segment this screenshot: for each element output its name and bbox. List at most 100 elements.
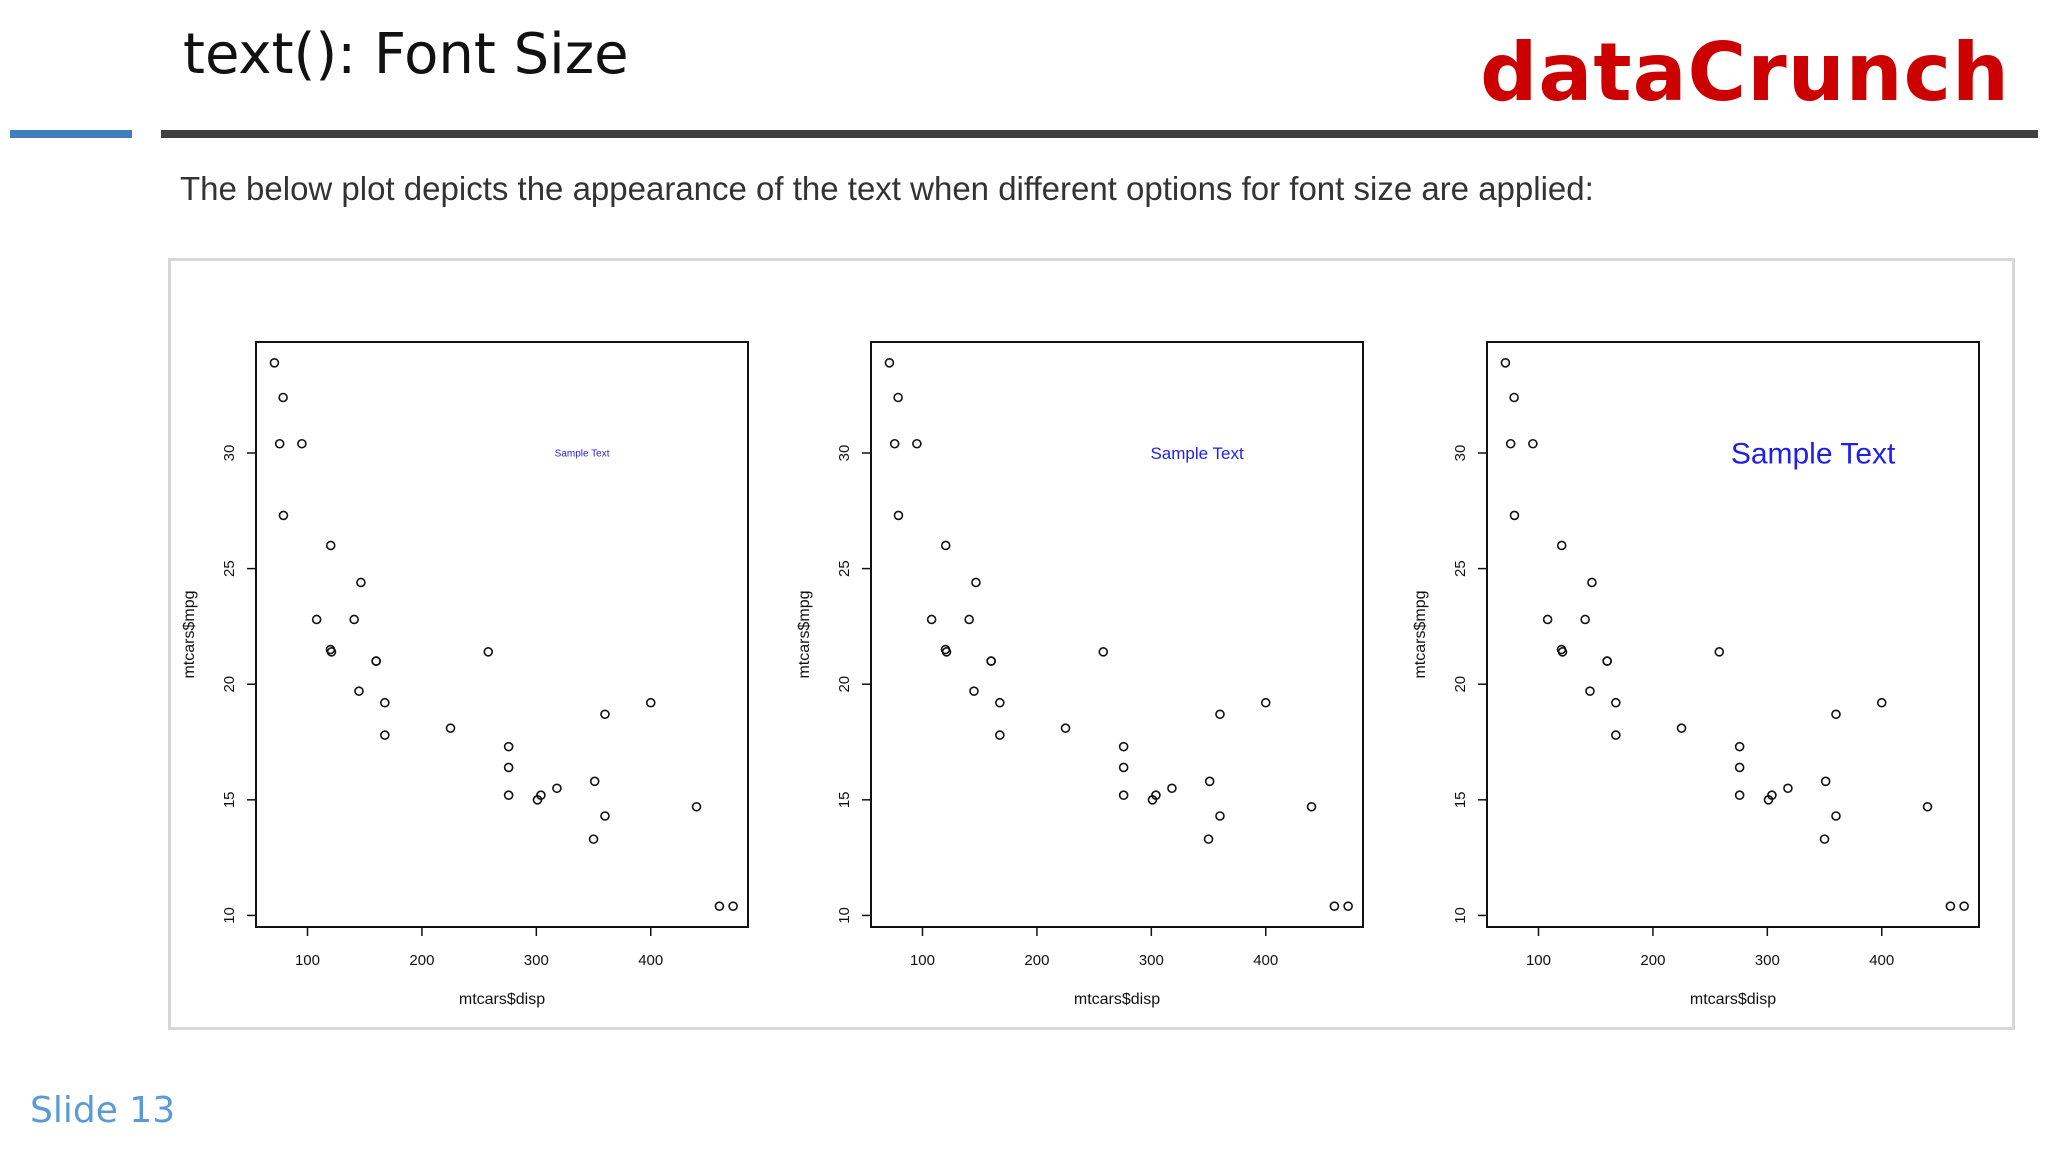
data-point xyxy=(1060,723,1071,733)
sample-text-annotation: Sample Text xyxy=(555,448,610,459)
data-point xyxy=(600,811,610,821)
data-point xyxy=(297,438,307,449)
data-point xyxy=(1500,358,1511,368)
y-tick-label: 15 xyxy=(221,791,238,808)
x-tick-label: 100 xyxy=(295,952,320,969)
data-point xyxy=(728,901,738,911)
data-point xyxy=(1203,834,1214,844)
data-point xyxy=(1306,801,1317,812)
x-axis-title: mtcars$disp xyxy=(459,991,545,1008)
data-point xyxy=(532,795,543,805)
data-point xyxy=(1611,730,1621,740)
data-point xyxy=(588,834,599,844)
x-tick-label: 300 xyxy=(1755,952,1780,969)
data-point xyxy=(1528,438,1538,449)
x-tick-label: 200 xyxy=(1024,952,1049,969)
y-axis-title: mtcars$mpg xyxy=(181,590,198,678)
data-point xyxy=(1260,697,1271,708)
data-point xyxy=(1204,776,1215,787)
data-point xyxy=(1556,540,1567,551)
x-axis-title: mtcars$disp xyxy=(1690,991,1776,1008)
data-point xyxy=(325,540,336,551)
data-point xyxy=(1876,697,1887,708)
data-point xyxy=(986,656,996,666)
data-point xyxy=(371,656,381,666)
data-point xyxy=(1147,795,1158,805)
y-tick-label: 20 xyxy=(221,676,238,693)
x-tick-label: 400 xyxy=(1869,952,1894,969)
data-point xyxy=(1783,783,1793,794)
data-point xyxy=(269,358,280,368)
data-point xyxy=(1585,686,1595,696)
data-point xyxy=(1611,697,1621,708)
data-point xyxy=(971,577,981,588)
sample-text-annotation: Sample Text xyxy=(1150,444,1244,463)
data-point xyxy=(356,577,366,588)
data-point xyxy=(1509,510,1520,521)
y-tick-label: 20 xyxy=(1452,676,1469,693)
slide-title: text(): Font Size xyxy=(183,22,629,87)
data-point xyxy=(1118,762,1129,773)
scatter-plots: 100 200 300 400 10 15 20 25 30 mtcars$disp mtcars$… xyxy=(181,341,1980,1008)
brand-logo: dataCrunch xyxy=(1480,26,2010,119)
y-tick-label: 20 xyxy=(836,676,853,693)
data-point xyxy=(1587,577,1597,588)
data-point xyxy=(893,510,904,521)
data-point xyxy=(1734,762,1745,773)
data-point xyxy=(349,614,359,625)
data-point xyxy=(600,709,610,720)
title-divider xyxy=(161,130,2038,138)
scatter-plot-2: 100 200 300 400 10 15 20 25 30 mtcars$disp mtcars$… xyxy=(796,341,1364,1008)
data-point xyxy=(941,647,952,657)
x-tick-label: 200 xyxy=(409,952,434,969)
y-tick-label: 30 xyxy=(836,445,853,462)
data-point xyxy=(926,614,937,625)
data-point xyxy=(1734,741,1745,752)
data-point xyxy=(1098,647,1109,657)
data-point xyxy=(969,686,979,696)
data-point xyxy=(589,776,600,787)
data-point xyxy=(1831,811,1841,821)
data-point xyxy=(995,730,1005,740)
data-point xyxy=(893,392,903,403)
data-point xyxy=(380,697,390,708)
data-point xyxy=(1505,438,1516,449)
data-point xyxy=(1509,392,1519,403)
data-point xyxy=(354,686,364,696)
data-point xyxy=(552,783,562,794)
data-point xyxy=(278,510,289,521)
x-tick-label: 200 xyxy=(1640,952,1665,969)
data-point xyxy=(995,697,1005,708)
plot-box xyxy=(870,341,1364,928)
data-point xyxy=(691,801,702,812)
data-point xyxy=(1763,795,1774,805)
x-tick-label: 100 xyxy=(1526,952,1551,969)
data-point xyxy=(326,647,337,657)
x-tick-label: 100 xyxy=(910,952,935,969)
y-tick-label: 30 xyxy=(1452,445,1469,462)
data-point xyxy=(1819,834,1830,844)
data-point xyxy=(940,540,951,551)
data-point xyxy=(274,438,285,449)
data-point xyxy=(1215,811,1225,821)
data-point xyxy=(445,723,456,733)
y-axis-title: mtcars$mpg xyxy=(1412,590,1429,678)
y-tick-label: 25 xyxy=(1452,560,1469,577)
data-point xyxy=(311,614,322,625)
data-point xyxy=(964,614,974,625)
x-tick-label: 300 xyxy=(1139,952,1164,969)
data-point xyxy=(1343,901,1353,911)
data-point xyxy=(503,790,514,801)
data-point xyxy=(1820,776,1831,787)
y-tick-label: 10 xyxy=(1452,907,1469,924)
sample-text-annotation: Sample Text xyxy=(1731,437,1896,470)
plot-box xyxy=(255,341,749,928)
data-point xyxy=(1734,790,1745,801)
y-tick-label: 10 xyxy=(221,907,238,924)
data-point xyxy=(889,438,900,449)
data-point xyxy=(645,697,656,708)
data-point xyxy=(1542,614,1553,625)
data-point xyxy=(1118,741,1129,752)
data-point xyxy=(503,762,514,773)
data-point xyxy=(503,741,514,752)
